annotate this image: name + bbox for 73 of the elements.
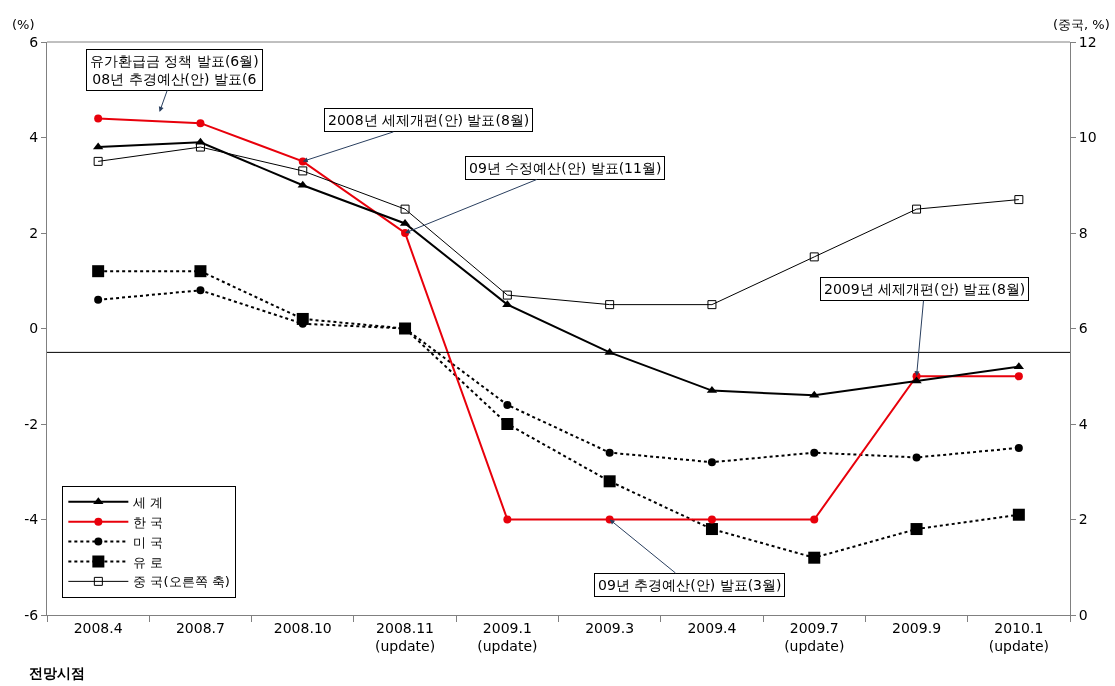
x-axis-title: 전망시점 xyxy=(29,665,85,681)
point xyxy=(297,180,308,188)
legend-label: 세 계 xyxy=(133,494,164,510)
x-tick-label: 2009.7 (update) xyxy=(784,619,845,654)
x-tick-label: 2009.1 (update) xyxy=(477,619,538,654)
point xyxy=(94,295,103,304)
point xyxy=(809,252,819,262)
point xyxy=(912,453,921,462)
annotation: 09년 수정예산(안) 발표(11월) xyxy=(469,160,662,176)
point xyxy=(503,400,512,409)
point xyxy=(605,300,615,310)
x-tick-label: 2008.11 (update) xyxy=(374,619,436,654)
point xyxy=(810,515,819,524)
point xyxy=(605,448,614,457)
x-tick-label: 2009.9 xyxy=(892,619,942,636)
point xyxy=(603,475,616,488)
legend-label: 중 국(오른쪽 축) xyxy=(133,574,230,590)
annotation: 2008년 세제개편(안) 발표(8월) xyxy=(328,112,530,128)
y-tick-label: 0 xyxy=(29,320,39,337)
point xyxy=(808,551,821,564)
point xyxy=(1012,508,1025,521)
annotation: 2009년 세제개편(안) 발표(8월) xyxy=(824,281,1026,297)
legend-label: 유 로 xyxy=(133,554,164,570)
legend-label: 미 국 xyxy=(133,534,164,550)
point xyxy=(503,515,512,524)
point xyxy=(1014,443,1023,452)
point xyxy=(93,156,103,166)
y-tick-label: -4 xyxy=(24,511,39,528)
y2-tick-label: 6 xyxy=(1078,320,1088,337)
y2-tick-label: 12 xyxy=(1078,33,1097,50)
y2-axis-title: (중국, %) xyxy=(1053,17,1110,32)
y2-tick-label: 4 xyxy=(1078,415,1088,432)
point xyxy=(809,390,820,398)
point xyxy=(196,119,205,128)
point xyxy=(911,376,922,384)
point xyxy=(400,204,410,214)
x-tick-label: 2008.4 xyxy=(73,619,123,636)
point xyxy=(194,265,207,278)
y-tick-label: 6 xyxy=(29,33,39,50)
point xyxy=(604,347,615,355)
point xyxy=(912,204,922,214)
x-tick-label: 2010.1 (update) xyxy=(988,619,1049,654)
x-tick-label: 2008.7 xyxy=(175,619,225,636)
x-tick-label: 2009.3 xyxy=(585,619,635,636)
point xyxy=(707,458,716,467)
point xyxy=(196,286,205,295)
x-tick-label: 2009.4 xyxy=(687,619,737,636)
x-tick-label: 2008.10 xyxy=(273,619,332,636)
point xyxy=(501,418,514,430)
point xyxy=(910,523,923,536)
legend-label: 한 국 xyxy=(133,514,164,530)
y-tick-label: -6 xyxy=(24,606,39,623)
annotation: 유가환급금 정책 발표(6월) 08년 추경예산(안) 발표(6 xyxy=(90,53,259,88)
y2-tick-label: 8 xyxy=(1078,224,1088,241)
y2-tick-label: 0 xyxy=(1078,606,1088,623)
point xyxy=(298,166,308,176)
y2-tick-label: 2 xyxy=(1078,511,1088,528)
point xyxy=(195,142,205,152)
y-tick-label: -2 xyxy=(24,415,39,432)
y2-tick-label: 10 xyxy=(1078,129,1097,146)
point xyxy=(707,300,717,310)
y-tick-label: 2 xyxy=(29,224,39,241)
annotation: 09년 추경예산(안) 발표(3월) xyxy=(598,577,782,593)
y-tick-label: 4 xyxy=(29,129,39,146)
point xyxy=(1014,195,1024,205)
y-axis-title: (%) xyxy=(12,17,35,32)
point xyxy=(707,515,716,524)
point xyxy=(1014,372,1023,381)
point xyxy=(502,290,512,300)
point xyxy=(810,448,819,457)
point xyxy=(94,114,103,123)
point xyxy=(92,265,105,278)
point xyxy=(705,523,718,536)
